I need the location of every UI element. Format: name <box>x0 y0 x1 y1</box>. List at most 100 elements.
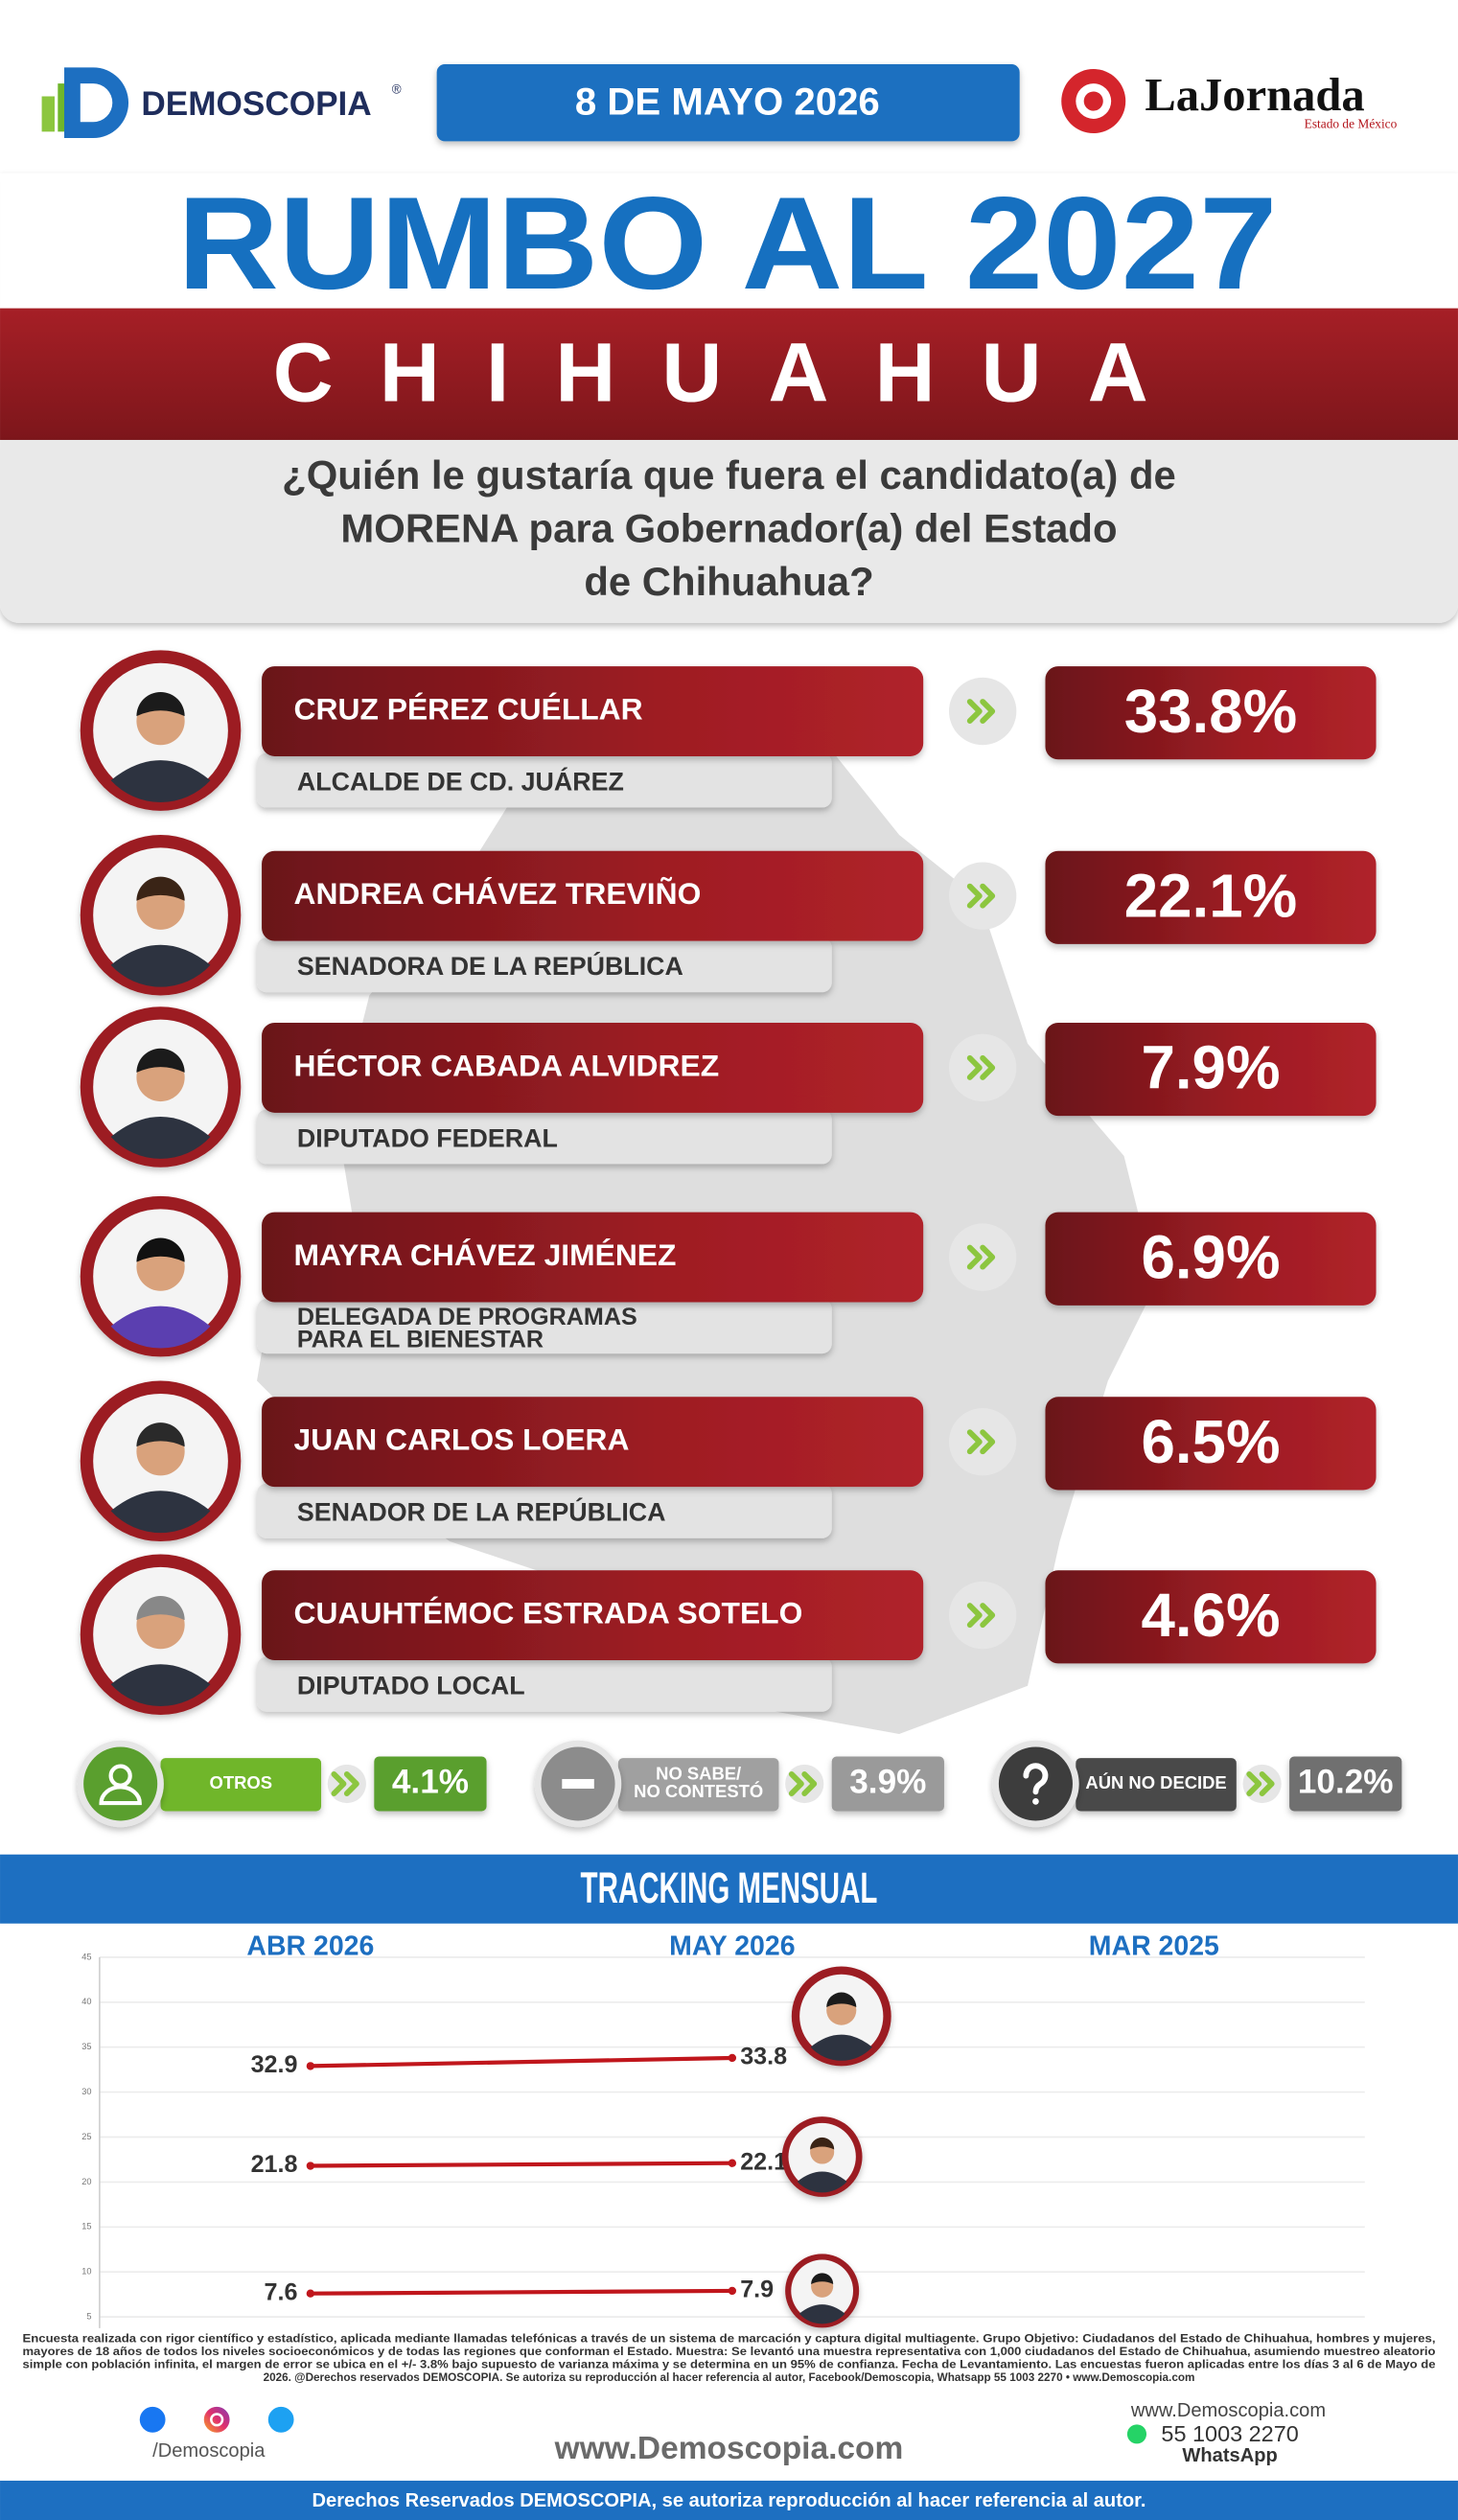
chevron <box>331 1771 347 1796</box>
value-label: 21.8 <box>251 2151 298 2178</box>
question-line: de Chihuahua? <box>584 559 873 604</box>
partner: LaJornada <box>1145 69 1364 121</box>
candidates: CRUZ PÉREZ CUÉLLAR ALCALDE DE CD. JUÁREZ 3… <box>80 650 1377 1715</box>
x-tick-label: MAR 2025 <box>1089 1930 1219 1961</box>
photo-hair <box>811 2273 834 2284</box>
candidate-share: 7.9% <box>1141 1034 1280 1102</box>
name-bar <box>262 1570 924 1661</box>
chevron-circle <box>1242 1764 1282 1804</box>
photo-hair <box>136 1048 185 1073</box>
tracking-chart: 5 10 15 20 25 30 35 40 45 ABR 2026 MAY 2026 MAR 202… <box>81 1930 1365 2328</box>
point <box>728 2286 737 2296</box>
date: 8 DE MAYO 2026 <box>575 81 880 124</box>
disclaimer-line: 2026. @Derechos reservados DEMOSCOPIA. S… <box>264 2371 1195 2384</box>
other-answer: NO SABE/NO CONTESTÓ 3.9% <box>534 1740 944 1828</box>
photo-hair <box>136 876 185 901</box>
icon-question <box>1023 1763 1049 1795</box>
photo-body <box>797 2171 847 2193</box>
site: www.Demoscopia.com <box>554 2431 904 2466</box>
chevron <box>980 883 996 909</box>
candidate-share: 4.6% <box>1141 1582 1280 1650</box>
disclaimer-line: Encuesta realizada con rigor científico … <box>22 2333 1435 2346</box>
point <box>306 2062 315 2070</box>
partner-sub: Estado de México <box>1305 117 1398 131</box>
other-answer: OTROS 4.1% <box>77 1740 487 1828</box>
title-panel <box>0 173 1458 315</box>
share-box <box>1045 1397 1377 1491</box>
role-bar <box>257 1483 832 1538</box>
value-label: 7.6 <box>265 2278 298 2305</box>
name-bar <box>262 1212 924 1303</box>
photo-body <box>110 760 211 802</box>
chevron <box>980 1603 996 1629</box>
candidate-name: CRUZ PÉREZ CUÉLLAR <box>294 691 643 726</box>
candidate-name: HÉCTOR CABADA ALVIDREZ <box>294 1048 720 1082</box>
chevron <box>343 1771 359 1796</box>
chevron-circle <box>948 862 1017 930</box>
name-bar <box>262 1023 924 1113</box>
disclaimer: Encuesta realizada con rigor científico … <box>22 2333 1436 2384</box>
share-box <box>1045 1570 1377 1664</box>
y-tick-label: 25 <box>81 2132 91 2141</box>
contact-site: www.Demoscopia.com <box>1130 2400 1326 2421</box>
share-box <box>1289 1756 1402 1812</box>
candidate-row: HÉCTOR CABADA ALVIDREZ DIPUTADO FEDERAL 7.… <box>80 1006 1377 1168</box>
y-tick-label: 35 <box>81 2042 91 2051</box>
candidate-row: CRUZ PÉREZ CUÉLLAR ALCALDE DE CD. JUÁREZ 3… <box>80 650 1377 811</box>
candidate-name: ANDREA CHÁVEZ TREVIÑO <box>294 876 702 911</box>
photo-body <box>110 1491 211 1534</box>
question-line: MORENA para Gobernador(a) del Estado <box>340 506 1117 551</box>
candidate-row: JUAN CARLOS LOERA SENADOR DE LA REPÚBLICA… <box>80 1380 1377 1542</box>
brand: DEMOSCOPIA <box>141 85 371 123</box>
label-bar <box>160 1758 322 1812</box>
chevron-circle <box>948 1581 1017 1650</box>
candidate-name: JUAN CARLOS LOERA <box>294 1422 630 1457</box>
y-tick-label: 45 <box>81 1952 91 1961</box>
question: ¿Quién le gustaría que fuera el candidat… <box>282 452 1176 604</box>
role-bar <box>257 1109 832 1165</box>
candidate-name: CUAUHTÉMOC ESTRADA SOTELO <box>294 1596 803 1630</box>
candidate-role: PARA EL BIENESTAR <box>297 1326 544 1352</box>
y-tick-label: 10 <box>81 2267 91 2277</box>
role-bar <box>257 1299 832 1354</box>
candidate-share: 6.9% <box>1141 1223 1280 1291</box>
chevron <box>966 1429 983 1455</box>
chevron <box>966 1603 983 1629</box>
value-label: 32.9 <box>251 2051 298 2078</box>
icon-body <box>99 1785 142 1806</box>
share-box <box>1045 850 1377 944</box>
y-tick-label: 5 <box>86 2312 91 2322</box>
share-box <box>1045 666 1377 760</box>
name-bar <box>262 666 924 756</box>
share-box <box>831 1756 944 1812</box>
chevron <box>1246 1771 1262 1796</box>
phone-label: WhatsApp <box>1182 2445 1277 2466</box>
other-label: NO SABE/ <box>656 1764 741 1784</box>
photo-body <box>110 1306 211 1349</box>
chevron-circle <box>948 1408 1017 1476</box>
candidate-share: 6.5% <box>1141 1408 1280 1476</box>
question-line: ¿Quién le gustaría que fuera el candidat… <box>282 452 1176 497</box>
photo-body <box>110 1664 211 1707</box>
series-line <box>310 2055 732 2069</box>
role-bar <box>257 937 832 993</box>
chevron <box>980 1429 996 1455</box>
title: RUMBO AL 2027 <box>177 171 1277 317</box>
brand-mark: ® <box>392 81 402 96</box>
label-bar <box>1076 1758 1237 1812</box>
y-tick-label: 20 <box>81 2177 91 2186</box>
candidate-row: MAYRA CHÁVEZ JIMÉNEZ DELEGADA DE PROGRAMA… <box>80 1195 1377 1357</box>
social-icons <box>139 2406 294 2433</box>
candidate-role: SENADOR DE LA REPÚBLICA <box>297 1497 666 1527</box>
chart-title: TRACKING MENSUAL <box>581 1863 878 1912</box>
chevron <box>966 883 983 909</box>
photo-hair <box>136 1596 185 1621</box>
value-label: 7.9 <box>740 2277 774 2303</box>
chevron-circle <box>948 1223 1017 1291</box>
photo-hair <box>826 1992 857 2008</box>
rights-bar <box>0 2480 1458 2520</box>
chevron <box>966 1244 983 1270</box>
name-bar <box>262 1397 924 1488</box>
whatsapp-icon <box>1126 2424 1147 2444</box>
point <box>306 2162 315 2170</box>
